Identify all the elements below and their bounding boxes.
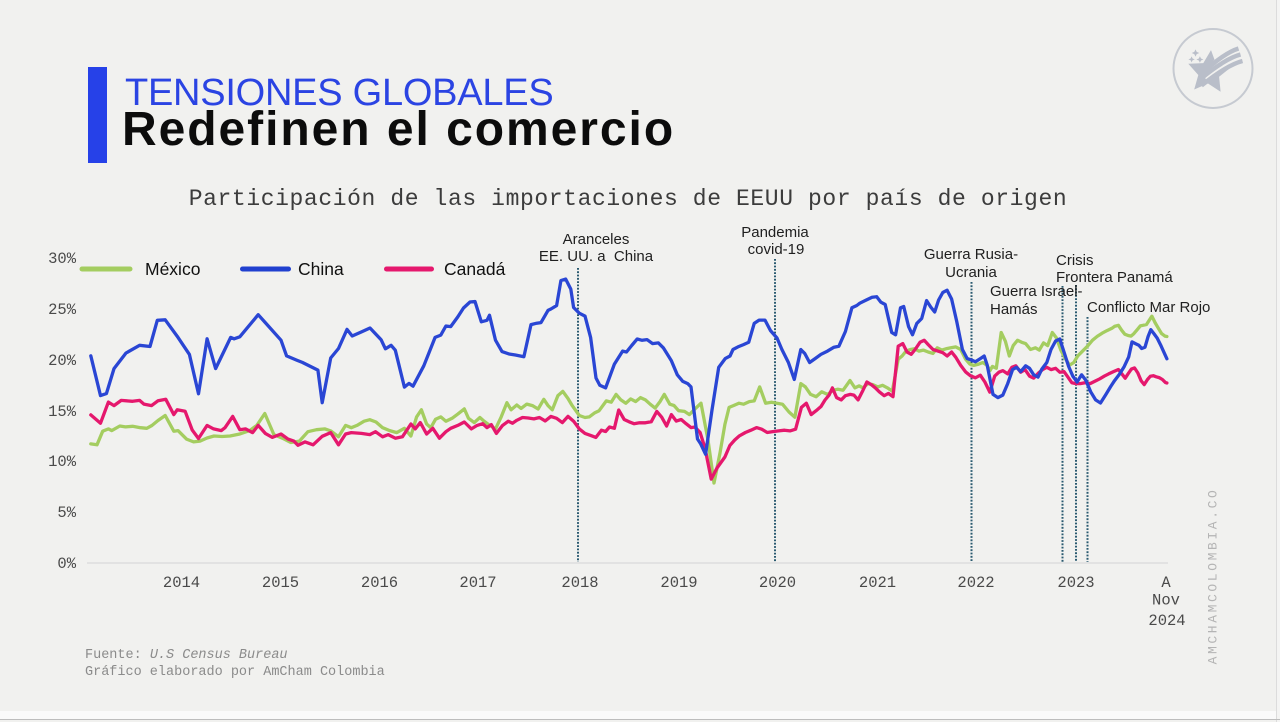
svg-text:2014: 2014 (163, 574, 200, 592)
svg-text:2023: 2023 (1057, 574, 1094, 592)
svg-text:25%: 25% (48, 301, 77, 319)
svg-text:2018: 2018 (561, 574, 598, 592)
svg-text:Hamás: Hamás (990, 301, 1038, 318)
svg-text:2019: 2019 (660, 574, 697, 592)
svg-text:15%: 15% (48, 403, 77, 421)
svg-text:2016: 2016 (361, 574, 398, 592)
svg-text:2024: 2024 (1148, 612, 1185, 630)
svg-text:Canadá: Canadá (444, 259, 506, 279)
svg-text:México: México (145, 259, 200, 279)
svg-text:EE. UU. a China: EE. UU. a China (539, 248, 654, 265)
svg-text:Guerra Rusia-: Guerra Rusia- (924, 246, 1018, 263)
svg-text:2021: 2021 (859, 574, 896, 592)
svg-text:Frontera Panamá: Frontera Panamá (1056, 269, 1173, 286)
svg-text:2017: 2017 (459, 574, 496, 592)
svg-text:Guerra Israel-: Guerra Israel- (990, 283, 1083, 300)
svg-text:30%: 30% (48, 250, 77, 268)
svg-text:China: China (298, 259, 344, 279)
svg-text:Pandemia: Pandemia (741, 224, 809, 241)
svg-text:2015: 2015 (262, 574, 299, 592)
svg-text:2022: 2022 (957, 574, 994, 592)
svg-text:2020: 2020 (759, 574, 796, 592)
svg-text:10%: 10% (48, 453, 77, 471)
svg-text:Aranceles: Aranceles (563, 231, 630, 248)
svg-text:Crisis: Crisis (1056, 252, 1094, 269)
svg-text:covid-19: covid-19 (748, 241, 805, 258)
svg-text:Ucrania: Ucrania (945, 264, 997, 281)
svg-text:Nov: Nov (1152, 592, 1180, 610)
svg-text:20%: 20% (48, 352, 77, 370)
svg-text:Conflicto Mar Rojo: Conflicto Mar Rojo (1087, 299, 1210, 316)
svg-text:5%: 5% (57, 504, 76, 522)
svg-text:A: A (1161, 574, 1171, 592)
svg-text:0%: 0% (57, 555, 76, 573)
